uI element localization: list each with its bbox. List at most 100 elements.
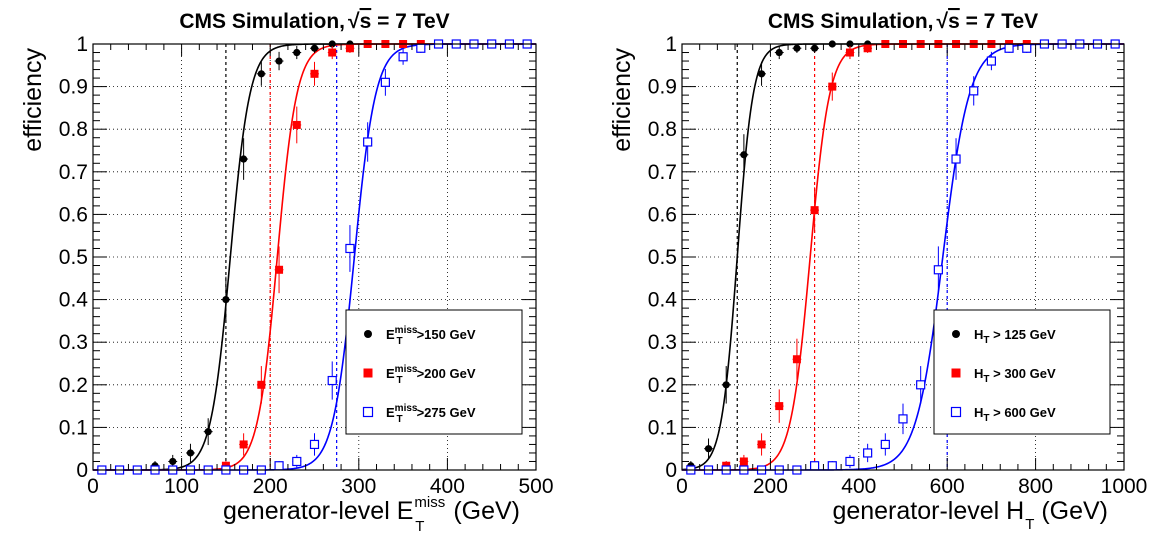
data-point bbox=[811, 44, 819, 52]
legend-label-base: H bbox=[974, 405, 983, 420]
title-prefix: CMS Simulation, bbox=[768, 10, 934, 33]
x-label-sub: T bbox=[415, 518, 424, 535]
legend-label-base: E bbox=[386, 405, 395, 420]
data-point bbox=[292, 456, 302, 467]
legend-label: HT > 300 GeV bbox=[974, 366, 1056, 385]
y-tick-label: 1 bbox=[665, 33, 677, 56]
legend-label: HT > 600 GeV bbox=[974, 405, 1056, 424]
legend-label-sup: miss bbox=[395, 364, 418, 375]
y-tick-label: 0.4 bbox=[59, 289, 89, 312]
legend-label-base: E bbox=[386, 366, 395, 381]
x-tick-label: 400 bbox=[430, 475, 465, 498]
legend-label-sub: T bbox=[396, 336, 402, 347]
y-axis-label: efficiency bbox=[608, 48, 636, 152]
legend-label: Emiss T >275 GeV bbox=[386, 403, 476, 425]
data-point bbox=[775, 48, 783, 57]
data-point bbox=[740, 151, 748, 159]
legend-label: HT > 125 GeV bbox=[974, 327, 1056, 346]
data-point bbox=[310, 44, 319, 52]
data-point bbox=[933, 265, 943, 275]
legend-label-sup: miss bbox=[395, 403, 418, 414]
legend-label-rest: >275 GeV bbox=[417, 405, 476, 420]
y-tick-label: 0.5 bbox=[59, 246, 88, 269]
title-prefix: CMS Simulation, bbox=[179, 10, 345, 33]
legend-label-sup: miss bbox=[395, 325, 418, 336]
data-point bbox=[792, 355, 801, 364]
title-s: s bbox=[948, 10, 960, 33]
chart-panel: 0 200 400 600 800 1000 0 0.1 0.2 0.3 0.4 0.5 0.6 0.7 0… bbox=[608, 10, 1147, 533]
x-label-sup: miss bbox=[414, 494, 445, 511]
data-point bbox=[239, 440, 248, 449]
y-tick-label: 0.3 bbox=[59, 331, 88, 354]
y-tick-label: 0.2 bbox=[648, 374, 677, 397]
y-tick-label: 0.5 bbox=[648, 246, 677, 269]
data-point bbox=[775, 402, 784, 411]
x-label-text: generator-level H bbox=[832, 497, 1024, 525]
data-point bbox=[274, 461, 284, 471]
x-label-sub: T bbox=[1025, 516, 1034, 533]
legend-label-rest: >150 GeV bbox=[417, 327, 476, 342]
x-tick-label: 800 bbox=[1018, 475, 1053, 498]
legend-label-base: H bbox=[974, 366, 983, 381]
y-axis-label: efficiency bbox=[19, 48, 47, 152]
y-tick-label: 0.7 bbox=[59, 161, 88, 184]
legend-label: Emiss T >200 GeV bbox=[386, 364, 476, 386]
x-label-text: generator-level E bbox=[223, 497, 413, 525]
data-point bbox=[240, 155, 248, 163]
data-point bbox=[222, 296, 230, 304]
data-point bbox=[739, 457, 748, 466]
data-point bbox=[345, 243, 355, 254]
data-point bbox=[916, 380, 926, 390]
data-point bbox=[398, 52, 408, 62]
y-tick-label: 0.2 bbox=[59, 374, 88, 397]
legend-marker bbox=[952, 330, 960, 338]
data-point bbox=[880, 439, 890, 450]
y-tick-label: 1 bbox=[76, 33, 88, 56]
legend-label-sub: T bbox=[396, 414, 402, 425]
data-point bbox=[204, 428, 212, 436]
legend-label-rest: > 600 GeV bbox=[990, 405, 1056, 420]
y-tick-label: 0.1 bbox=[648, 416, 677, 439]
legend-marker bbox=[951, 368, 961, 378]
data-point bbox=[704, 445, 713, 453]
data-point bbox=[863, 448, 873, 458]
legend-box bbox=[345, 309, 523, 435]
x-tick-label: 400 bbox=[841, 475, 876, 498]
data-point bbox=[345, 44, 354, 53]
data-point bbox=[327, 375, 337, 386]
x-axis-label: generator-level Emiss T (GeV) bbox=[223, 494, 520, 535]
data-point bbox=[809, 461, 820, 471]
x-axis-label: generator-level HT (GeV) bbox=[832, 497, 1108, 533]
y-tick-label: 0.8 bbox=[648, 118, 677, 141]
legend-label-base: E bbox=[386, 327, 395, 342]
legend-marker bbox=[362, 406, 374, 418]
legend-label-sub: T bbox=[983, 335, 989, 346]
y-tick-label: 0.6 bbox=[648, 203, 677, 226]
x-label-unit: (GeV) bbox=[1034, 497, 1108, 525]
y-tick-label: 0.7 bbox=[648, 161, 677, 184]
title-suffix: = 7 TeV bbox=[371, 10, 449, 33]
legend-marker bbox=[950, 406, 962, 418]
legend-label: Emiss T >150 GeV bbox=[386, 325, 476, 347]
legend-marker bbox=[364, 330, 372, 338]
y-tick-label: 0.9 bbox=[59, 76, 88, 99]
title-s: s bbox=[360, 10, 372, 33]
data-point bbox=[986, 56, 997, 66]
data-point bbox=[293, 48, 301, 57]
y-tick-label: 0.3 bbox=[648, 331, 677, 354]
x-tick-label: 0 bbox=[676, 475, 688, 498]
legend-box bbox=[933, 309, 1111, 435]
y-tick-label: 0 bbox=[665, 459, 677, 482]
x-tick-label: 200 bbox=[753, 475, 788, 498]
chart-title: CMS Simulation, √s = 7 TeV bbox=[179, 10, 449, 33]
data-point bbox=[169, 457, 177, 466]
data-point bbox=[757, 440, 766, 449]
data-point bbox=[863, 44, 872, 53]
title-sqrt: √ bbox=[348, 10, 360, 33]
data-point bbox=[186, 449, 195, 457]
data-point bbox=[845, 48, 854, 57]
data-point bbox=[810, 206, 819, 215]
x-tick-label: 100 bbox=[164, 475, 199, 498]
data-point bbox=[898, 414, 908, 424]
legend-marker bbox=[363, 368, 373, 378]
